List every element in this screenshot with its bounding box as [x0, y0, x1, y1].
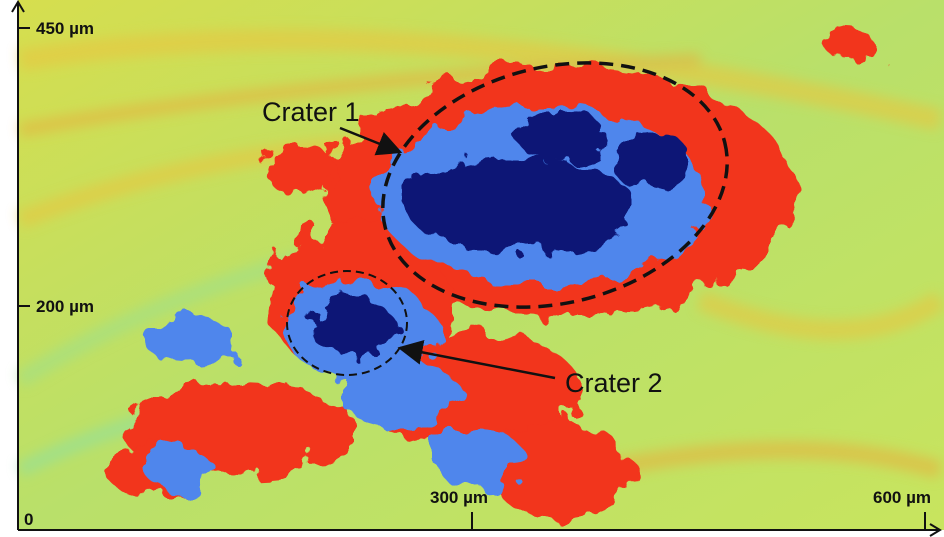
red-region [265, 145, 335, 195]
surface-streaks [15, 29, 944, 479]
axis-label: 200 µm [36, 297, 94, 316]
axes [11, 0, 25, 13]
axes [11, 0, 942, 537]
crater-outline [381, 61, 729, 309]
blue-region [145, 450, 215, 490]
annotation-arrow [339, 126, 403, 156]
crater-core [610, 130, 690, 190]
crater-core [405, 157, 635, 253]
axis-label: 450 µm [36, 19, 94, 38]
annotation-arrow [339, 126, 556, 380]
crater-outline [286, 270, 408, 376]
crater-core [515, 110, 605, 160]
crater-core [308, 295, 392, 355]
axis-label: 300 µm [430, 488, 488, 507]
red-region [825, 30, 875, 60]
blue-region [340, 360, 460, 430]
red-region [490, 420, 630, 520]
crater-core [308, 110, 690, 355]
blue-region [145, 315, 235, 365]
annotation-arrow [397, 340, 556, 380]
axis-label: 0 [24, 510, 33, 529]
annotation: Crater 2 [565, 368, 663, 398]
surface-streaks [696, 290, 944, 340]
blue-region [435, 430, 525, 490]
surface-streaks [15, 252, 303, 387]
surface-streaks [18, 29, 943, 131]
surface-streaks [598, 441, 943, 479]
axes [929, 523, 942, 537]
annotation: Crater 1 [262, 97, 360, 127]
axis-label: 600 µm [873, 488, 931, 507]
crater-outline [286, 61, 729, 376]
